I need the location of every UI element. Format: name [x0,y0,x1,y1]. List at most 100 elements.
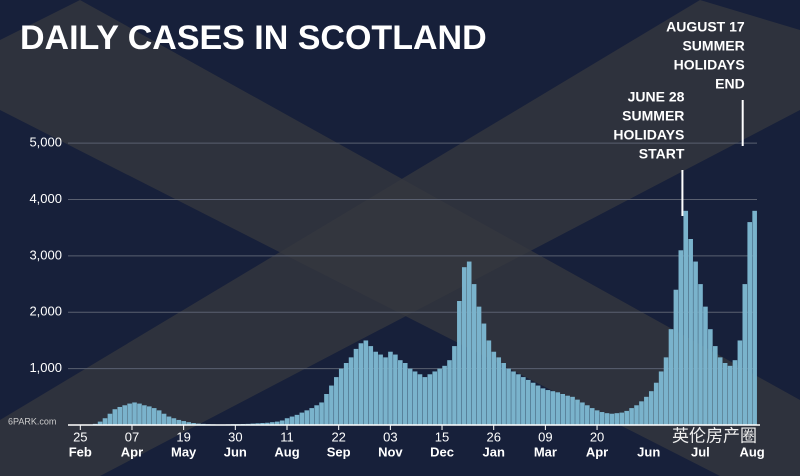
bar [368,346,374,425]
bar [363,340,369,425]
bar [122,405,127,425]
x-tick-label: 09 [538,429,552,444]
bar [378,354,383,425]
bar [752,210,757,425]
bar [432,371,438,425]
x-month-label: Mar [534,444,557,459]
x-tick-label: 11 [280,429,294,444]
bar [708,329,713,425]
bar [284,418,290,425]
x-tick-label: 15 [435,429,449,444]
bar [176,419,182,425]
bar [589,408,595,425]
bar [698,284,703,425]
bar [609,413,615,425]
bar [639,401,644,425]
bar [127,403,132,425]
bar [329,385,334,425]
x-month-label: Apr [121,444,143,459]
bar [530,382,536,425]
bar [97,421,103,425]
bar [717,357,723,425]
bar [506,368,511,425]
bar [358,343,364,425]
bar [279,420,285,425]
bar [722,363,728,425]
y-tick-label: 4,000 [29,191,62,206]
bar [683,210,689,425]
bar [260,423,265,425]
annotation-text: START [639,146,685,162]
bar [338,368,344,425]
x-tick-label: 30 [228,429,242,444]
bar [181,421,187,425]
bar [732,360,738,425]
x-month-label: Jun [224,444,247,459]
bar [565,395,570,425]
bar [742,284,748,425]
bar [274,421,280,425]
bar [678,250,684,425]
annotation-text: END [715,76,745,92]
watermark: 6PARK.com [8,416,56,426]
bar [629,408,634,425]
bar [461,267,467,425]
bar [132,402,137,425]
bar [688,239,693,425]
bar [471,284,477,425]
bar [747,222,753,425]
bar [156,410,162,425]
x-month-label: May [171,444,197,459]
x-tick-label: 22 [331,429,345,444]
bar [161,413,167,425]
x-month-label: Jul [691,444,710,459]
bar [191,423,196,425]
annotation-text: JUNE 28 [628,89,685,105]
x-month-label: Aug [274,444,299,459]
bar [575,399,580,425]
bar [186,422,191,425]
y-tick-label: 2,000 [29,304,62,319]
x-month-label: Jan [483,444,505,459]
x-tick-label: 20 [590,429,604,444]
bar [476,306,482,425]
bar [619,412,625,425]
bar [137,403,142,425]
bar [314,405,319,425]
bar [516,374,521,425]
y-tick-label: 3,000 [29,247,62,262]
bar [304,410,310,425]
bar [511,371,516,425]
bar [417,374,423,425]
annotation-text: SUMMER [682,38,744,54]
x-tick-label: 03 [383,429,397,444]
bar [614,413,620,425]
x-tick-label: 25 [73,429,87,444]
annotation-text: HOLIDAYS [674,57,745,73]
bar [422,377,428,425]
bar [712,346,718,425]
bar [668,329,674,425]
bar [289,416,295,425]
bar [353,348,359,425]
x-month-label: Dec [430,444,454,459]
bar [294,414,300,425]
grid [68,142,757,370]
bar [166,416,172,425]
bar [624,410,629,425]
bar [663,357,669,425]
bar [466,261,472,425]
bar [452,346,457,425]
bar [540,388,546,425]
bar [486,340,492,425]
bar [255,423,260,425]
bar [397,360,403,425]
bar [442,365,447,425]
bar [560,394,566,425]
bar [653,382,659,425]
bar [555,392,561,425]
bar [383,357,388,425]
bar [309,408,315,425]
